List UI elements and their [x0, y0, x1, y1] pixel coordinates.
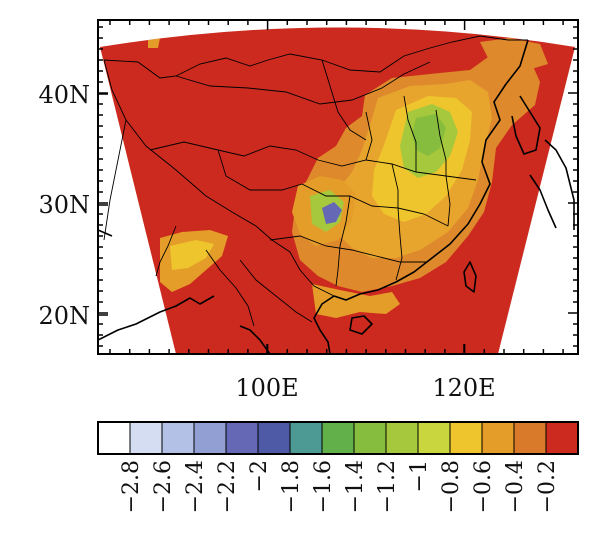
colorbar-label: −0.2: [535, 460, 560, 513]
colorbar-label: −0.6: [471, 460, 496, 513]
field-southwest-yellow: [170, 240, 214, 270]
colorbar-label: −2.6: [151, 460, 176, 513]
colorbar-swatch: [481, 421, 515, 455]
field-southcoast: [312, 284, 400, 318]
colorbar-label: −1.2: [375, 460, 400, 513]
colorbar-frame: [97, 421, 579, 455]
lon-label-120e: 120E: [432, 374, 495, 402]
colorbar-swatch: [289, 421, 323, 455]
lat-label-30n: 30N: [38, 191, 90, 219]
colorbar-label: −0.8: [439, 460, 464, 513]
colorbar-swatch: [321, 421, 355, 455]
lat-label-40n: 40N: [38, 81, 90, 109]
colorbar-label: −2: [247, 460, 272, 492]
colorbar-swatch: [353, 421, 387, 455]
field-darkgreen: [412, 114, 446, 156]
colorbar-swatch: [513, 421, 547, 455]
colorbar-label: −0.4: [503, 460, 528, 513]
coastlines: [98, 39, 575, 354]
field-sichuan-blue: [322, 202, 342, 224]
colorbar-swatch: [417, 421, 451, 455]
map-frame: [97, 19, 579, 355]
colorbar-label: −1: [407, 460, 432, 492]
colorbar-swatch: [129, 421, 163, 455]
colorbar-label: −1.6: [311, 460, 336, 513]
colorbar: −2.8 −2.6 −2.4 −2.2 −2 −1.8 −1.6 −1.4 −1.2 −1 −0.8…: [97, 421, 579, 513]
colorbar-label: −1.4: [343, 460, 368, 513]
field-nw-spot: [148, 38, 160, 48]
colorbar-label: −1.8: [279, 460, 304, 513]
colorbar-swatch: [193, 421, 227, 455]
colorbar-swatch: [449, 421, 483, 455]
colorbar-label: −2.8: [119, 460, 144, 513]
field-orange-ne: [480, 38, 548, 70]
colorbar-swatch: [161, 421, 195, 455]
colorbar-swatch: [385, 421, 419, 455]
province-borders: [103, 35, 528, 327]
lon-label-100e: 100E: [235, 374, 298, 402]
colorbar-swatch: [225, 421, 259, 455]
colorbar-label: −2.4: [183, 460, 208, 513]
colorbar-swatch: [97, 421, 131, 455]
colorbar-swatch: [257, 421, 291, 455]
colorbar-label: −2.2: [215, 460, 240, 513]
colorbar-swatch: [545, 421, 579, 455]
axis-ticks: [98, 20, 578, 354]
lat-label-20n: 20N: [38, 302, 90, 330]
